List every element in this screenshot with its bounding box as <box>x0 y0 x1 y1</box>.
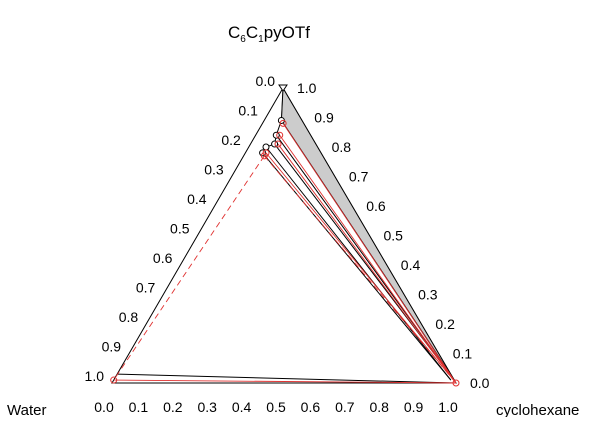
bottom-edge-tick-label: 0.4 <box>232 399 252 415</box>
right-edge-tick-label: 0.3 <box>418 287 438 303</box>
bottom-edge-tick-label: 0.3 <box>197 399 217 415</box>
bottom-edge-tick-label: 1.0 <box>438 399 458 415</box>
left-edge-tick-label: 0.7 <box>136 280 156 296</box>
triangle-frame-layer <box>111 87 457 384</box>
bottom-edge-tick-label: 0.1 <box>129 399 149 415</box>
title-sub-6: 6 <box>240 34 246 45</box>
bottom-edge-tick-label: 0.2 <box>163 399 183 415</box>
right-edge-tick-label: 0.0 <box>470 375 490 391</box>
right-edge-tick-label: 0.8 <box>332 139 352 155</box>
left-edge-tick-label: 0.1 <box>238 103 258 119</box>
corner-label-cyclohexane: cyclohexane <box>496 402 579 417</box>
model-point-7 <box>452 379 460 387</box>
tick-label-layer: 0.0 0.1 0.2 0.3 0.4 0.5 0.6 0.7 0.8 0.9 1.0 1.0 0.9 0… <box>85 73 490 415</box>
title-part-c: C <box>228 23 240 42</box>
bottom-edge-tick-label: 0.0 <box>94 399 114 415</box>
model-tie-line-5 <box>263 155 457 384</box>
experimental-tie-line-4 <box>265 146 452 381</box>
left-edge-tick-label: 0.8 <box>119 309 139 325</box>
bottom-edge-tick-label: 0.6 <box>301 399 321 415</box>
title-part-pyotf: pyOTf <box>264 23 311 42</box>
left-edge-tick-label: 0.2 <box>221 132 241 148</box>
left-edge-tick-label: 0.6 <box>153 250 173 266</box>
title-sub-1: 1 <box>258 34 264 45</box>
title-part-c-2: C <box>246 23 258 42</box>
model-water-rich-line <box>113 379 457 384</box>
model-left-binodal <box>113 155 265 381</box>
model-tie-line-1 <box>282 123 457 384</box>
bottom-edge-tick-label: 0.9 <box>404 399 424 415</box>
right-edge-tick-label: 0.7 <box>349 169 369 185</box>
bottom-edge-tick-label: 0.5 <box>266 399 286 415</box>
model-tie-line-4 <box>265 152 457 384</box>
right-edge-tick-label: 0.5 <box>384 228 404 244</box>
model-point-3 <box>274 140 282 148</box>
model-tie-line-2 <box>279 134 457 384</box>
left-edge-tick-label: 0.3 <box>204 162 224 178</box>
right-edge-tick-label: 0.2 <box>435 316 455 332</box>
triangle-frame <box>111 87 457 384</box>
apex-triangle-marker <box>278 84 288 92</box>
left-edge-tick-label: 1.0 <box>85 368 105 384</box>
right-edge-tick-label: 0.1 <box>453 346 473 362</box>
left-edge-tick-label: 0.4 <box>187 191 207 207</box>
right-edge-tick-label: 1.0 <box>297 80 317 96</box>
experimental-tie-line-6 <box>117 373 457 384</box>
data-point-layer <box>110 84 460 387</box>
corner-label-water: Water <box>7 402 46 417</box>
chart-title: C6C1pyOTf <box>228 23 310 45</box>
right-edge-tick-label: 0.9 <box>314 110 334 126</box>
model-point-2 <box>276 131 284 139</box>
model-point-5 <box>260 152 268 160</box>
left-edge-tick-label: 0.0 <box>256 73 276 89</box>
model-tie-line-3 <box>277 143 457 384</box>
left-edge-tick-label: 0.5 <box>170 221 190 237</box>
right-edge-tick-label: 0.4 <box>401 257 421 273</box>
tie-line-layer <box>113 87 457 384</box>
experimental-point-4 <box>262 143 270 151</box>
model-point-1 <box>279 119 287 127</box>
model-point-6 <box>110 376 118 384</box>
bottom-edge-tick-label: 0.7 <box>335 399 355 415</box>
right-edge-tick-label: 0.6 <box>366 198 386 214</box>
left-edge-tick-label: 0.9 <box>102 339 122 355</box>
bottom-edge-tick-label: 0.8 <box>369 399 389 415</box>
